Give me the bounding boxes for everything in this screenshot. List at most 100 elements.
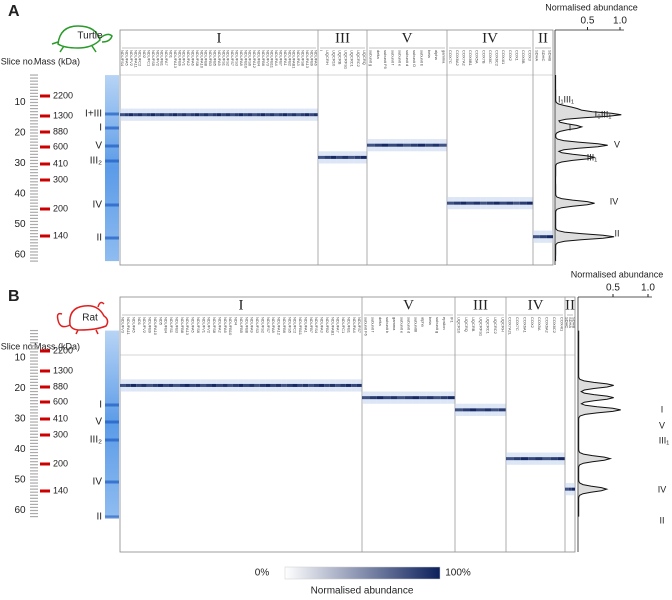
heat-cell — [469, 408, 477, 412]
protein-name: subunit F6 — [383, 50, 388, 69]
protein-name: NDUFAB1 — [330, 317, 335, 336]
heat-cell — [247, 113, 252, 117]
heat-cell — [539, 235, 547, 239]
band-label: V — [95, 141, 102, 152]
protein-name: NDUFS4 — [314, 317, 319, 334]
heat-cell — [259, 383, 266, 387]
heat-cell — [120, 383, 126, 387]
heat-cell — [440, 396, 448, 400]
protein-name: subunit F6 — [364, 317, 369, 336]
mass-label: 2200 — [53, 90, 73, 100]
mass-label: 140 — [53, 230, 68, 240]
heat-cell — [335, 383, 341, 387]
protein-name: COX6C2 — [552, 317, 557, 334]
heat-cell — [137, 113, 142, 117]
heat-cell — [318, 383, 325, 387]
protein-name: NDUFS7 — [230, 50, 235, 67]
protein-name: NDUFA13 — [173, 50, 178, 69]
heat-cell — [506, 457, 514, 461]
heat-cell — [417, 143, 426, 147]
protein-name: SDHB — [548, 50, 553, 61]
slice-tick-bg — [11, 128, 27, 138]
panel-label: B — [8, 288, 20, 305]
protein-name: COX6A2 — [545, 317, 550, 334]
heat-cell — [152, 383, 158, 387]
heat-cell — [163, 383, 169, 387]
protein-name: delta — [378, 317, 383, 326]
gel-band — [105, 515, 119, 519]
profile-fill — [578, 330, 621, 517]
protein-name: subunit O — [412, 50, 417, 67]
heat-cell — [186, 113, 191, 117]
protein-name: NDUFS6 — [196, 317, 201, 334]
protein-name: NDUFV1 — [182, 50, 187, 67]
protein-name: NDUFA2 — [217, 317, 222, 334]
protein-name: NDUFB5 — [239, 317, 244, 334]
heat-cell — [125, 383, 131, 387]
protein-name: UQCRC1 — [486, 317, 491, 335]
profile-line — [578, 330, 621, 517]
group-label: IV — [528, 297, 544, 313]
protein-name: epsilon — [442, 317, 447, 330]
protein-name: UQCRQ — [464, 317, 469, 332]
heat-cell — [513, 201, 520, 205]
heat-cell — [190, 113, 195, 117]
heat-cell — [533, 235, 540, 239]
heat-cell — [208, 113, 213, 117]
heat-cell — [309, 113, 314, 117]
protein-name: subunit b — [385, 317, 390, 334]
profile-tick-label: 1.0 — [613, 16, 627, 27]
heat-cell — [260, 113, 266, 117]
heat-cell — [348, 155, 355, 159]
protein-name: NDUFC2 — [138, 50, 143, 67]
heat-cell — [491, 408, 499, 412]
protein-name: UQCRC1 — [350, 50, 355, 68]
heat-cell — [498, 408, 506, 412]
protein-name: NDUFV3 — [121, 317, 126, 334]
heat-cell — [168, 113, 173, 117]
group-label: III — [335, 30, 350, 46]
protein-name: subunit b — [419, 50, 424, 67]
heat-cell — [396, 143, 404, 147]
heat-cell — [520, 457, 529, 461]
slice-tick-bg — [11, 189, 27, 199]
protein-name: NDUFA10 — [153, 317, 158, 336]
protein-name: COX5B — [521, 50, 526, 64]
protein-name: NDUFB3 — [208, 50, 213, 67]
protein-name: NDUFS1 — [221, 50, 226, 67]
protein-name: ND1 — [137, 317, 142, 326]
heat-cell — [225, 113, 230, 117]
heat-cell — [453, 201, 461, 205]
slice-tick-label: 50 — [14, 475, 26, 486]
peak-label: IV — [658, 484, 667, 494]
gel-band — [105, 159, 119, 163]
heat-cell — [506, 201, 514, 205]
peak-label: I — [661, 404, 664, 414]
heat-cell — [568, 487, 572, 491]
protein-name: NDUFV2 — [155, 50, 160, 67]
slice-tick-bg — [11, 158, 27, 169]
protein-name: NDUFA1 — [283, 50, 288, 67]
heat-cell — [172, 113, 178, 117]
heat-cell — [376, 396, 384, 400]
protein-name: subunit e — [399, 317, 404, 334]
protein-name: alpha — [421, 317, 426, 328]
heat-cell — [221, 113, 226, 117]
heat-cell — [206, 383, 212, 387]
heat-cell — [292, 383, 298, 387]
protein-name: gamma — [441, 50, 446, 64]
heat-cell — [419, 396, 427, 400]
protein-name: COX1 — [514, 50, 519, 62]
protein-name: NDUFB8 — [244, 317, 249, 334]
protein-name: subunit e — [398, 50, 403, 67]
heat-cell — [369, 396, 377, 400]
mass-label: 600 — [53, 396, 68, 406]
protein-name: NDUFB11 — [298, 317, 303, 336]
slice-tick-bg — [11, 250, 27, 260]
protein-name: NDUFB4 — [257, 50, 262, 67]
heat-cell — [313, 113, 318, 117]
peak-label: III₁ — [587, 152, 598, 162]
heat-cell — [168, 383, 174, 387]
slice-tick-label: 30 — [14, 158, 26, 169]
protein-name: COX6C2 — [495, 50, 500, 67]
